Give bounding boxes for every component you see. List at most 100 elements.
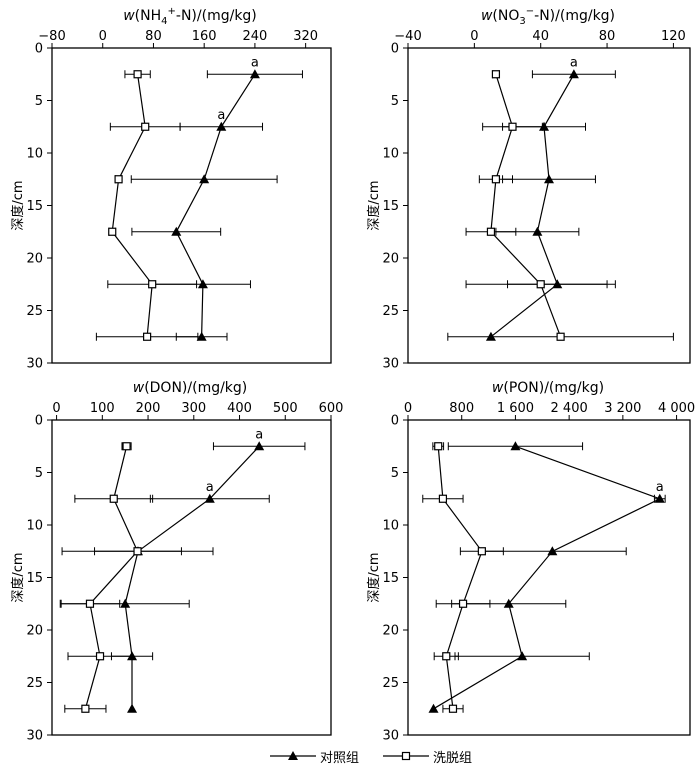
eluted-point bbox=[491, 175, 501, 184]
eluted-point bbox=[508, 122, 517, 131]
control-point bbox=[199, 174, 210, 184]
eluted-point bbox=[458, 599, 468, 608]
control-point bbox=[568, 69, 579, 79]
y-tick-label: 20 bbox=[26, 624, 43, 639]
y-tick-label: 0 bbox=[391, 414, 399, 429]
eluted-point bbox=[143, 332, 152, 341]
y-tick-label: 10 bbox=[26, 519, 43, 534]
control-series-line bbox=[433, 445, 662, 710]
eluted-point bbox=[148, 280, 157, 289]
panel-1: w(NH4+-N)/(mg/kg)−80 0 80 160 240 32005101520… bbox=[10, 6, 332, 372]
control-series-line bbox=[490, 74, 575, 338]
y-tick-label: 25 bbox=[26, 304, 43, 319]
control-point bbox=[171, 226, 182, 236]
x-tick-label: 160 bbox=[192, 29, 217, 44]
x-tick-label: 80 bbox=[599, 29, 616, 44]
x-tick-label: −40 bbox=[394, 29, 421, 44]
control-point bbox=[547, 546, 558, 556]
y-tick-label: 30 bbox=[382, 357, 399, 372]
y-tick-label: 25 bbox=[382, 304, 399, 319]
control-point bbox=[544, 174, 554, 184]
eluted-point bbox=[477, 547, 486, 556]
eluted-point bbox=[141, 122, 150, 131]
panel-title-post: -N)/(mg/kg) bbox=[534, 8, 615, 24]
control-point bbox=[204, 493, 215, 503]
legend-item-eluted: 洗脱组 bbox=[383, 747, 472, 766]
x-tick-label: 0 bbox=[99, 29, 107, 44]
x-tick-label: 0 bbox=[52, 401, 60, 416]
eluted-series-line bbox=[111, 74, 153, 337]
control-point bbox=[510, 441, 521, 451]
y-tick-label: 30 bbox=[382, 729, 399, 744]
control-point bbox=[197, 279, 208, 289]
eluted-series-line bbox=[84, 446, 139, 709]
x-tick-label: 500 bbox=[273, 401, 298, 416]
eluted-point bbox=[448, 704, 458, 713]
y-tick-label: 20 bbox=[382, 624, 399, 639]
eluted-series-line bbox=[490, 74, 562, 338]
panel-title-main: (DON)/(mg/kg) bbox=[144, 380, 247, 396]
significance-label: a bbox=[217, 108, 225, 123]
eluted-point bbox=[434, 442, 443, 451]
legend-item-control: 对照组 bbox=[270, 747, 359, 766]
panel-title-main: (NO bbox=[492, 8, 519, 24]
x-tick-label: 80 bbox=[145, 29, 162, 44]
panel-title-main: (NH bbox=[135, 8, 161, 24]
panel-title-post: -N)/(mg/kg) bbox=[176, 8, 257, 24]
y-tick-label: 5 bbox=[35, 466, 43, 481]
eluted-point bbox=[556, 332, 565, 341]
eluted-series-line bbox=[437, 446, 483, 709]
x-tick-label: −80 bbox=[38, 29, 65, 44]
plot-frame bbox=[51, 419, 332, 736]
panel-title-sub: 4 bbox=[161, 16, 167, 27]
panel-title: w(NH4+-N)/(mg/kg) bbox=[123, 6, 257, 27]
panel-title-sup: − bbox=[526, 6, 534, 17]
y-tick-label: 10 bbox=[382, 519, 399, 534]
x-tick-label: 320 bbox=[293, 29, 318, 44]
y-axis-title: 深度/cm bbox=[10, 180, 26, 230]
y-axis-title: 深度/cm bbox=[366, 180, 382, 230]
y-tick-label: 10 bbox=[26, 147, 43, 162]
y-tick-label: 15 bbox=[382, 199, 399, 214]
eluted-point bbox=[81, 704, 90, 713]
panel-title-var: w bbox=[133, 380, 145, 396]
y-tick-label: 10 bbox=[382, 147, 399, 162]
y-tick-label: 25 bbox=[26, 676, 43, 691]
x-tick-label: 600 bbox=[319, 401, 344, 416]
eluted-point bbox=[108, 227, 117, 236]
plot-frame bbox=[407, 47, 691, 364]
control-point bbox=[654, 493, 665, 503]
eluted-point bbox=[133, 70, 142, 79]
control-point bbox=[120, 598, 131, 608]
eluted-point bbox=[85, 599, 95, 608]
y-tick-label: 15 bbox=[382, 571, 399, 586]
x-tick-label: 300 bbox=[181, 401, 206, 416]
control-point bbox=[127, 703, 138, 713]
eluted-point bbox=[122, 442, 131, 451]
x-tick-label: 800 bbox=[449, 401, 474, 416]
y-axis-title: 深度/cm bbox=[10, 552, 26, 602]
legend-label-eluted: 洗脱组 bbox=[433, 750, 473, 766]
x-tick-label: 200 bbox=[136, 401, 161, 416]
panel-title: w(DON)/(mg/kg) bbox=[133, 380, 248, 396]
x-tick-label: 120 bbox=[661, 29, 686, 44]
control-point bbox=[517, 651, 528, 661]
legend-label-control: 对照组 bbox=[320, 750, 360, 766]
control-series-line bbox=[124, 445, 260, 709]
y-tick-label: 0 bbox=[35, 42, 43, 57]
legend: 对照组 洗脱组 bbox=[270, 744, 496, 768]
x-tick-label: 400 bbox=[227, 401, 252, 416]
control-point bbox=[539, 121, 550, 131]
y-tick-label: 20 bbox=[26, 252, 43, 267]
control-point bbox=[428, 703, 439, 713]
significance-label: a bbox=[656, 480, 664, 495]
x-tick-label: 0 bbox=[470, 29, 478, 44]
significance-label: a bbox=[255, 427, 263, 442]
y-tick-label: 5 bbox=[391, 94, 399, 109]
eluted-point bbox=[114, 175, 123, 184]
x-tick-label: 240 bbox=[242, 29, 267, 44]
panel-3: w(DON)/(mg/kg) 0 100 200 300 400 500 600 0 5 10 15 2… bbox=[10, 380, 343, 744]
legend-triangle-line-icon bbox=[270, 751, 316, 760]
control-point bbox=[196, 331, 207, 341]
